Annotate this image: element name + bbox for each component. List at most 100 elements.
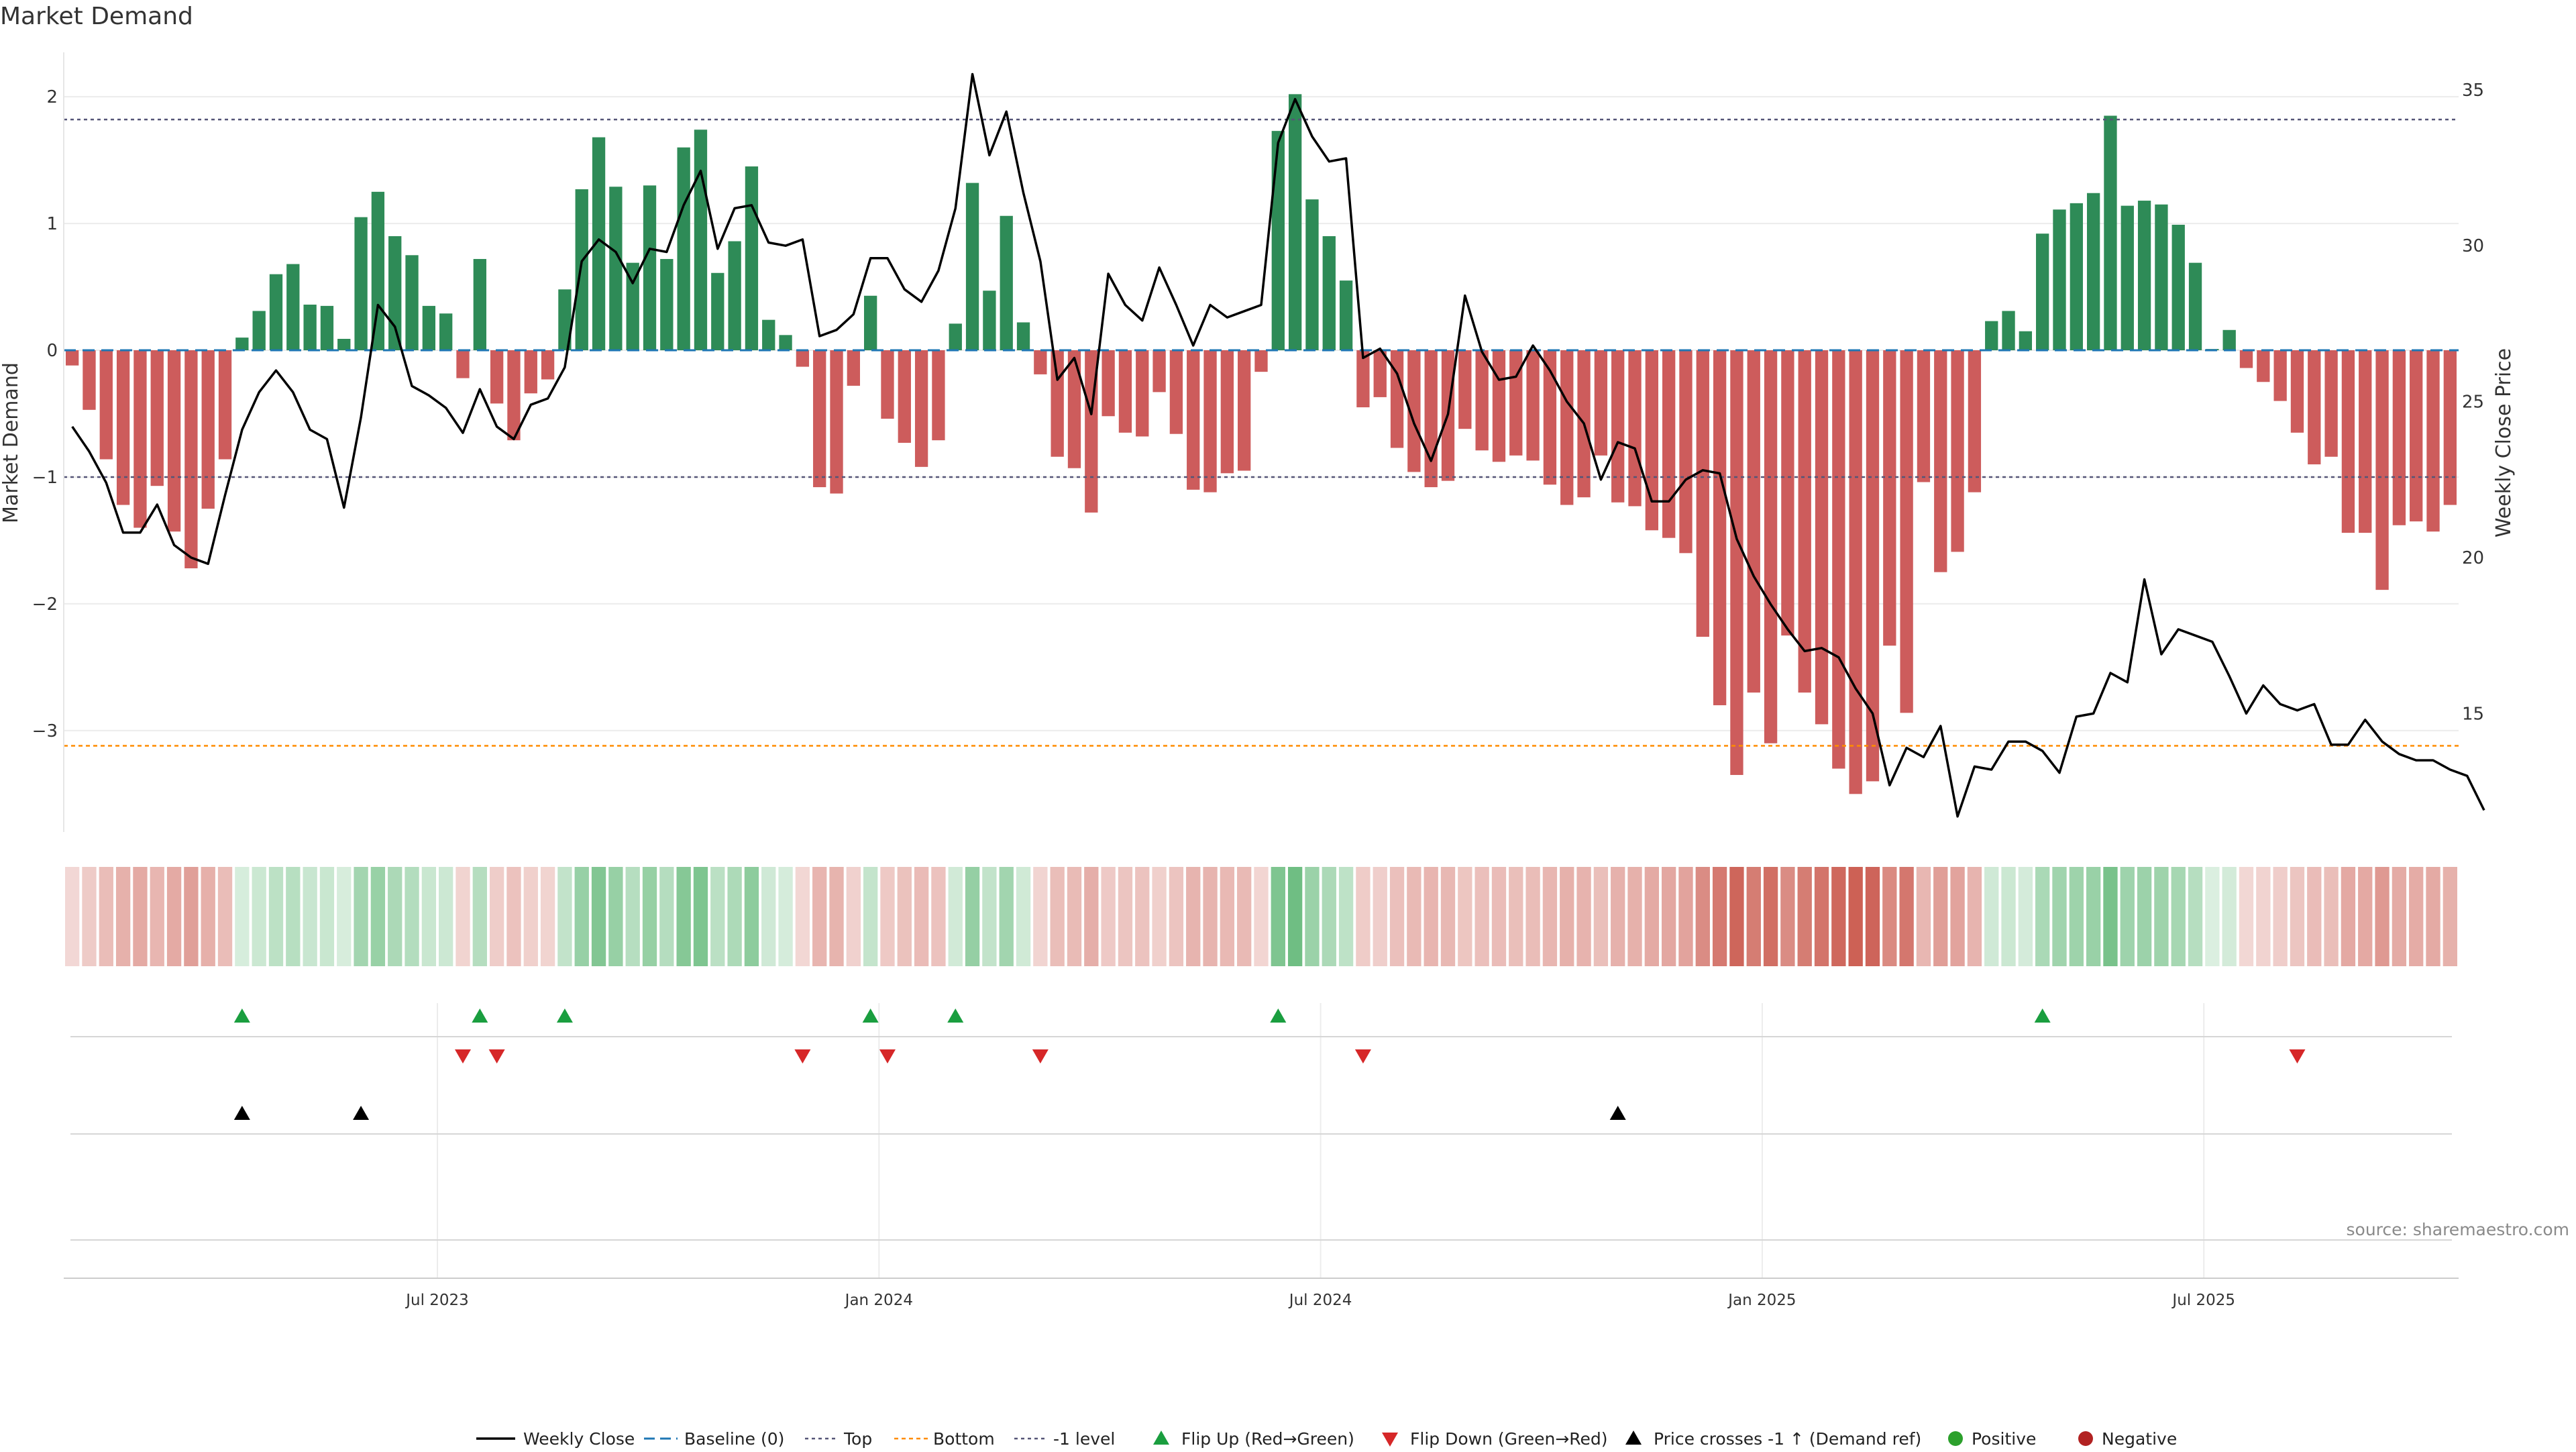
heat-cell <box>2239 867 2254 966</box>
legend-label: Positive <box>1972 1429 2036 1449</box>
heat-cell <box>1338 867 1354 966</box>
demand-bar <box>745 166 759 351</box>
heat-cell <box>693 867 708 966</box>
chart-title: Market Demand <box>0 3 193 30</box>
demand-bar <box>1305 199 1319 351</box>
demand-bar <box>1288 94 1302 351</box>
legend-label: Negative <box>2102 1429 2177 1449</box>
demand-bar <box>405 255 419 351</box>
heat-cell <box>1050 867 1065 966</box>
demand-bar <box>1594 350 1608 456</box>
demand-bar <box>1203 350 1217 492</box>
heat-cell <box>778 867 793 966</box>
legend-handle-flip-up <box>1153 1431 1169 1445</box>
demand-bar <box>813 350 826 488</box>
heat-cell <box>1662 867 1676 966</box>
demand-bar <box>2257 350 2270 382</box>
legend-label: -1 level <box>1053 1429 1115 1449</box>
demand-bar <box>1526 350 1540 461</box>
heat-cell <box>1678 867 1693 966</box>
demand-bar <box>592 137 606 351</box>
heat-cell <box>540 867 555 966</box>
heat-cell <box>1271 867 1285 966</box>
demand-bar <box>1356 350 1370 408</box>
heat-cell <box>1695 867 1710 966</box>
heat-cell <box>1593 867 1609 966</box>
demand-bar <box>1645 350 1658 531</box>
demand-bar <box>2239 350 2253 368</box>
heat-cell <box>2341 867 2356 966</box>
demand-bar <box>1917 350 1931 482</box>
demand-bar <box>1067 350 1081 468</box>
demand-bar <box>1220 350 1234 474</box>
flip-down-marker <box>2289 1049 2306 1064</box>
heat-cell <box>166 867 182 966</box>
heat-cell <box>2222 867 2237 966</box>
demand-bar <box>116 350 130 505</box>
heat-cell <box>965 867 980 966</box>
heat-cell <box>676 867 691 966</box>
heat-cell <box>1067 867 1082 966</box>
source-note: source: sharemaestro.com <box>2346 1220 2570 1239</box>
demand-bar <box>2375 350 2389 590</box>
demand-bar <box>694 129 708 351</box>
heat-cell <box>388 867 402 966</box>
heat-cell <box>1967 867 1982 966</box>
demand-bar <box>2002 311 2015 351</box>
demand-bar <box>1730 350 1743 775</box>
demand-bar <box>1152 350 1166 393</box>
demand-bar <box>796 350 810 367</box>
heat-cell <box>574 867 589 966</box>
demand-bar <box>881 350 894 419</box>
heat-cell <box>829 867 844 966</box>
demand-bar <box>864 295 877 351</box>
heat-cell <box>201 867 215 966</box>
demand-bar <box>473 258 486 351</box>
demand-bar <box>1102 350 1115 417</box>
demand-bar <box>2104 115 2117 351</box>
heat-cell <box>1848 867 1863 966</box>
heat-cell <box>1916 867 1931 966</box>
demand-bar <box>2137 201 2151 351</box>
demand-bar <box>2308 350 2321 465</box>
demand-bar <box>1187 350 1200 490</box>
weekly-close-line <box>71 72 2485 818</box>
y-tick-label: 0 <box>46 341 58 361</box>
demand-bar <box>1713 350 1727 706</box>
demand-heat-strip <box>65 867 2457 966</box>
signal-markers <box>70 1008 2452 1241</box>
demand-bar <box>728 241 741 351</box>
heat-cell <box>472 867 487 966</box>
heat-cell <box>286 867 301 966</box>
heat-cell <box>591 867 606 966</box>
heat-cell <box>421 867 437 966</box>
heat-cell <box>99 867 113 966</box>
demand-bar <box>524 350 537 394</box>
demand-bar <box>932 350 945 441</box>
demand-bar <box>1254 350 1268 372</box>
heat-cell <box>846 867 861 966</box>
demand-bar <box>1051 350 1064 457</box>
heat-cell <box>897 867 912 966</box>
y2-tick-label: 15 <box>2462 704 2484 724</box>
demand-bar <box>1628 350 1642 507</box>
x-tick-label: Jan 2025 <box>1727 1292 1796 1309</box>
demand-bar <box>1900 350 1913 713</box>
heat-cell <box>1389 867 1405 966</box>
demand-bar <box>1475 350 1489 451</box>
demand-bar <box>1662 350 1676 538</box>
demand-bar <box>1390 350 1404 448</box>
heat-cell <box>82 867 97 966</box>
heat-cell <box>608 867 623 966</box>
heat-cell <box>914 867 929 966</box>
demand-bar <box>2426 350 2440 532</box>
heat-cell <box>1135 867 1150 966</box>
demand-bar <box>1238 350 1251 471</box>
heat-cell <box>2069 867 2084 966</box>
price-cross-marker <box>353 1106 370 1120</box>
reference-lines <box>64 118 2459 747</box>
demand-bar <box>965 183 979 351</box>
y-axis-label: Market Demand <box>0 362 23 523</box>
heat-cell <box>506 867 521 966</box>
heat-cell <box>2188 867 2203 966</box>
